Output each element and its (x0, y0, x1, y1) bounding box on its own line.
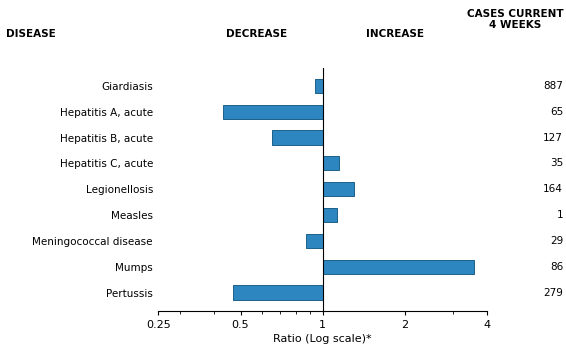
Text: 35: 35 (550, 159, 563, 169)
Text: 887: 887 (543, 81, 563, 91)
Text: 86: 86 (550, 262, 563, 272)
Text: 1: 1 (556, 210, 563, 220)
Text: CASES CURRENT
4 WEEKS: CASES CURRENT 4 WEEKS (466, 9, 563, 30)
Bar (222, 105, 323, 119)
Bar (272, 130, 323, 145)
Text: DISEASE: DISEASE (6, 29, 55, 39)
Text: 279: 279 (543, 287, 563, 297)
Bar (315, 79, 323, 93)
Text: 29: 29 (550, 236, 563, 246)
Bar (323, 156, 339, 171)
Bar (323, 182, 354, 196)
X-axis label: Ratio (Log scale)*: Ratio (Log scale)* (273, 334, 372, 344)
Text: 127: 127 (543, 132, 563, 142)
Text: 164: 164 (543, 184, 563, 194)
Bar (323, 260, 474, 274)
Bar (306, 234, 323, 248)
Text: INCREASE: INCREASE (366, 29, 424, 39)
Text: DECREASE: DECREASE (226, 29, 288, 39)
Text: 65: 65 (550, 107, 563, 117)
Bar (323, 208, 337, 222)
Bar (233, 285, 323, 300)
